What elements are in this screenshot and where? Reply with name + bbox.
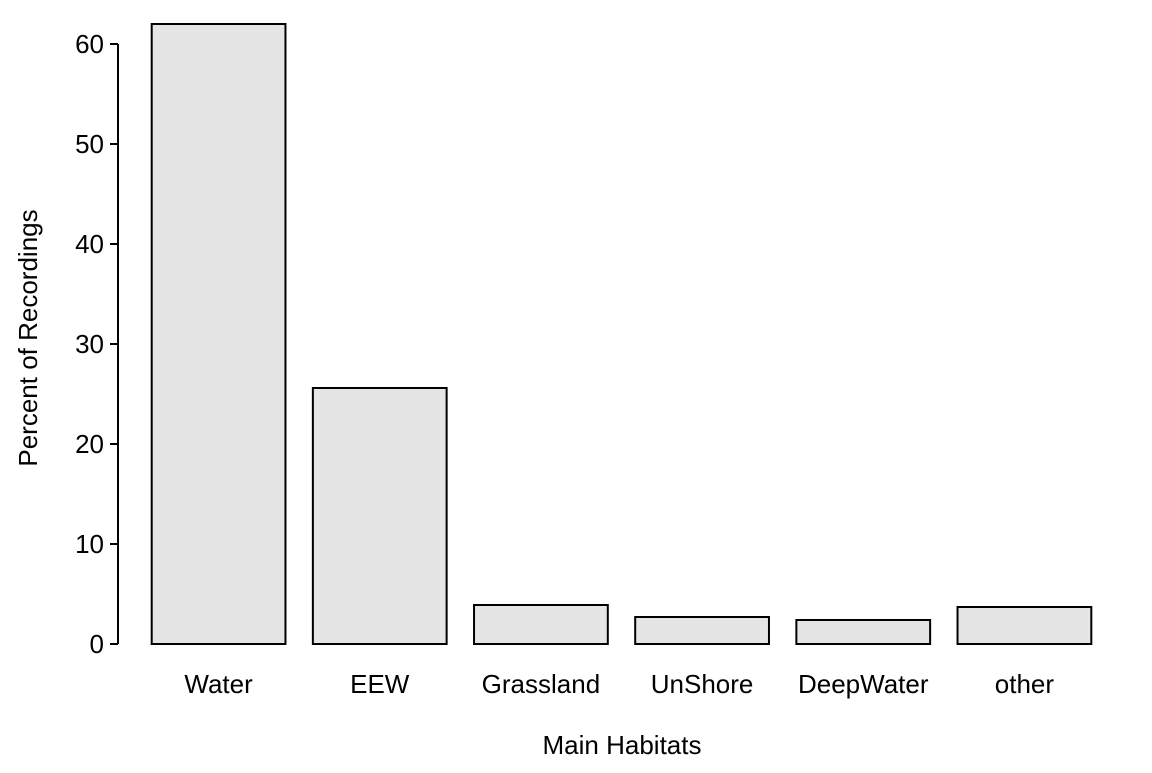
bar-other bbox=[956, 606, 1093, 645]
y-tick-label: 20 bbox=[75, 429, 104, 459]
x-axis-labels: Water EEW Grassland UnShore DeepWater other bbox=[184, 669, 1054, 699]
x-axis-title: Main Habitats bbox=[543, 730, 702, 760]
x-tick-label: other bbox=[995, 669, 1055, 699]
y-axis: 0 10 20 30 40 50 60 bbox=[75, 29, 119, 659]
x-tick-label: UnShore bbox=[651, 669, 754, 699]
x-tick-label: DeepWater bbox=[798, 669, 929, 699]
bar-eew bbox=[311, 387, 448, 645]
y-tick-label: 0 bbox=[90, 629, 104, 659]
y-tick-label: 10 bbox=[75, 529, 104, 559]
bar-unshore bbox=[634, 616, 770, 645]
y-tick-label: 60 bbox=[75, 29, 104, 59]
x-tick-label: Grassland bbox=[482, 669, 601, 699]
bars-layer bbox=[150, 23, 1093, 645]
y-tick-label: 30 bbox=[75, 329, 104, 359]
bar-water bbox=[150, 23, 287, 645]
y-tick-label: 40 bbox=[75, 229, 104, 259]
x-tick-label: EEW bbox=[350, 669, 410, 699]
y-tick-label: 50 bbox=[75, 129, 104, 159]
bar-deepwater bbox=[795, 619, 932, 645]
x-tick-label: Water bbox=[184, 669, 253, 699]
y-axis-title: Percent of Recordings bbox=[13, 209, 43, 466]
bar-grassland bbox=[473, 604, 609, 645]
